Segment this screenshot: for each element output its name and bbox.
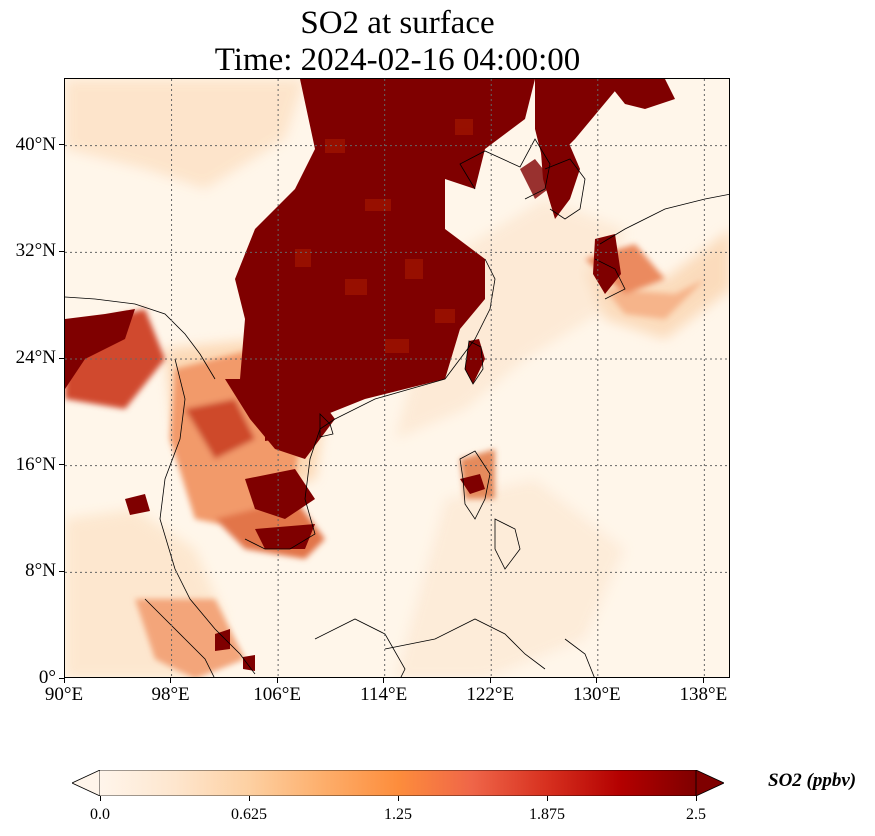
- colorbar-tick-label: 1.25: [384, 806, 412, 823]
- lon-tick-label: 130°E: [572, 684, 621, 705]
- colorbar-tick-label: 0.0: [90, 806, 110, 823]
- lat-tick-label: 32°N: [15, 240, 56, 262]
- lat-tick-mark: [59, 144, 64, 146]
- colorbar-tick-mark: [695, 796, 697, 801]
- lat-tick-mark: [59, 570, 64, 572]
- colorbar-tick-mark: [546, 796, 548, 801]
- lon-tick-label: 98°E: [151, 684, 190, 705]
- lon-tick-label: 90°E: [44, 684, 84, 705]
- lon-tick-mark: [276, 678, 278, 683]
- lon-tick-label: 106°E: [253, 684, 301, 705]
- lon-tick-label: 114°E: [360, 684, 408, 705]
- lat-tick-label: 8°N: [25, 560, 56, 582]
- lat-tick-label: 16°N: [15, 453, 56, 475]
- chart-subtitle-time: Time: 2024-02-16 04:00:00: [214, 42, 581, 78]
- chart-title: SO2 at surface: [300, 5, 495, 41]
- colorbar-tick-label: 0.625: [231, 806, 267, 823]
- colorbar-gradient: [100, 770, 696, 796]
- so2-core-texture: [295, 119, 473, 353]
- colorbar-extend-high: [695, 770, 724, 796]
- colorbar-tick-label: 2.5: [686, 806, 706, 823]
- lat-tick-label: 0°: [38, 667, 56, 688]
- lon-tick-mark: [489, 678, 491, 683]
- colorbar-tick-mark: [248, 796, 250, 801]
- lon-tick-label: 122°E: [466, 684, 515, 705]
- lat-tick-mark: [59, 357, 64, 359]
- colorbar: [72, 770, 724, 796]
- lon-tick-mark: [63, 678, 65, 683]
- colorbar-extend-low: [72, 770, 101, 796]
- lon-tick-mark: [702, 678, 704, 683]
- lon-tick-mark: [170, 678, 172, 683]
- lat-tick-mark: [59, 250, 64, 252]
- coastlines-borders: [65, 138, 729, 677]
- colorbar-tick-mark: [397, 796, 399, 801]
- lat-tick-label: 24°N: [15, 347, 56, 368]
- lon-tick-mark: [383, 678, 385, 683]
- colorbar-tick-label: 1.875: [529, 806, 565, 823]
- map-gridlines: [65, 79, 729, 677]
- lat-tick-mark: [59, 464, 64, 466]
- so2-field-map: [65, 79, 729, 677]
- colorbar-tick-mark: [99, 796, 101, 801]
- lon-tick-label: 138°E: [679, 684, 728, 705]
- lon-tick-mark: [596, 678, 598, 683]
- lat-tick-mark: [59, 677, 64, 679]
- map-plot-area: [64, 78, 730, 678]
- lat-tick-label: 40°N: [15, 133, 56, 155]
- colorbar-title: SO2 (ppbv): [768, 770, 857, 791]
